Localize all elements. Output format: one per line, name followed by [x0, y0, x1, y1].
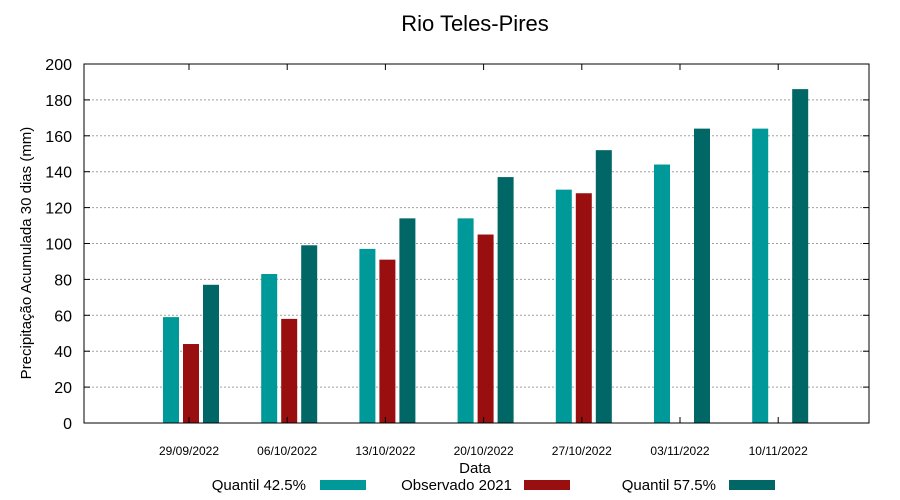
bar — [281, 318, 298, 423]
x-tick-label: 10/11/2022 — [749, 444, 808, 458]
bar — [183, 344, 199, 423]
bar — [359, 248, 376, 423]
y-tick-label: 120 — [45, 201, 72, 218]
legend-item: Observado 2021 — [401, 477, 570, 494]
x-tick-label: 13/10/2022 — [355, 444, 415, 458]
x-tick-label: 03/11/2022 — [650, 444, 709, 458]
legend-swatch — [524, 480, 570, 490]
bar — [379, 259, 396, 423]
bar — [595, 150, 612, 423]
chart-title: Rio Teles-Pires — [401, 11, 549, 36]
bar — [261, 274, 278, 423]
bar — [399, 218, 416, 423]
bar — [575, 193, 592, 423]
legend-swatch — [320, 480, 366, 490]
y-tick-label: 80 — [54, 272, 72, 289]
legend: Quantil 42.5% Observado 2021 Quantil 57.5% — [212, 477, 775, 494]
bar — [654, 164, 670, 423]
bar — [163, 317, 179, 423]
bar — [457, 218, 474, 423]
bars — [163, 89, 809, 423]
y-axis-ticks: 0 20 40 60 80 100 120 140 160 180 200 — [45, 57, 869, 433]
y-tick-label: 140 — [45, 165, 72, 182]
x-tick-label: 20/10/2022 — [454, 444, 514, 458]
y-tick-label: 40 — [54, 344, 72, 361]
x-axis-label: Data — [459, 460, 491, 477]
bar — [555, 189, 572, 423]
y-tick-label: 60 — [54, 308, 72, 325]
bar — [497, 177, 514, 423]
x-tick-label: 06/10/2022 — [257, 444, 317, 458]
bar — [203, 284, 219, 423]
y-tick-label: 20 — [54, 380, 72, 397]
bar — [752, 128, 769, 423]
y-tick-label: 200 — [45, 57, 72, 74]
x-tick-label: 29/09/2022 — [159, 444, 219, 458]
bar — [301, 245, 318, 423]
legend-label: Observado 2021 — [401, 477, 512, 494]
y-axis-label: Precipitação Acumulada 30 dias (mm) — [18, 127, 35, 380]
legend-swatch — [729, 480, 775, 490]
legend-item: Quantil 57.5% — [622, 477, 775, 494]
y-tick-label: 0 — [63, 416, 72, 433]
x-tick-label: 27/10/2022 — [552, 444, 612, 458]
y-tick-label: 100 — [45, 237, 72, 254]
bar — [477, 234, 494, 423]
y-tick-label: 160 — [45, 129, 72, 146]
bar — [694, 128, 710, 423]
legend-label: Quantil 42.5% — [212, 477, 306, 494]
legend-item: Quantil 42.5% — [212, 477, 366, 494]
y-tick-label: 180 — [45, 93, 72, 110]
x-axis-ticks: 29/09/2022 06/10/2022 13/10/2022 20/10/2022… — [159, 64, 808, 458]
bar — [792, 89, 809, 423]
grid-lines — [84, 99, 869, 388]
legend-label: Quantil 57.5% — [622, 477, 716, 494]
